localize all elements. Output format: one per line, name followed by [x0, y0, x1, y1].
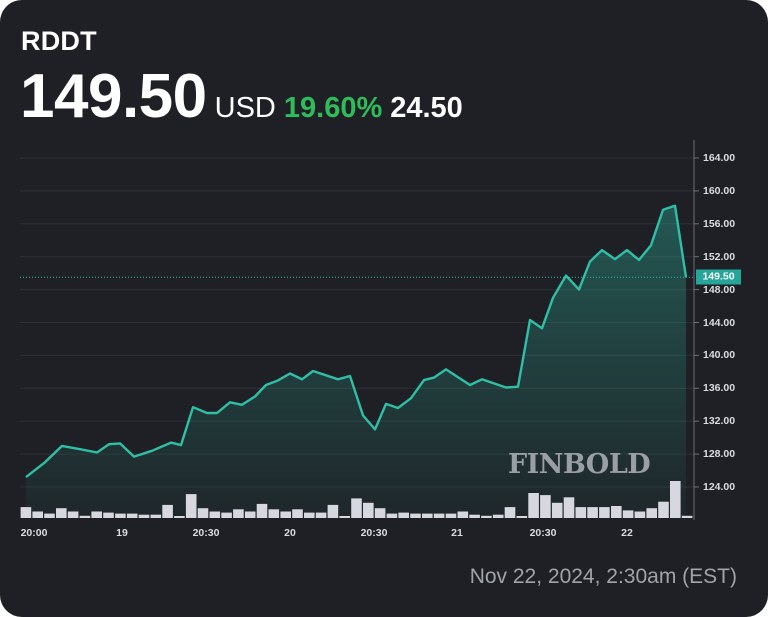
- volume-bar: [528, 493, 539, 518]
- y-axis-tick-label: 160.00: [703, 184, 736, 197]
- price-row: 149.50 USD 19.60% 24.50: [20, 66, 463, 128]
- x-axis-tick-label: 22: [621, 527, 633, 539]
- volume-bar: [20, 507, 32, 518]
- volume-bar: [221, 512, 232, 518]
- x-axis-tick-label: 20:30: [192, 527, 220, 539]
- x-axis-tick-label: 20:30: [360, 527, 388, 539]
- volume-bar: [197, 508, 209, 518]
- volume-bar: [304, 512, 315, 518]
- volume-bar: [67, 511, 79, 518]
- volume-bar: [126, 513, 138, 518]
- volume-bar: [56, 508, 67, 518]
- volume-bar: [445, 513, 457, 518]
- volume-bar: [469, 514, 480, 518]
- volume-bar: [150, 514, 162, 518]
- volume-bar: [268, 509, 280, 518]
- volume-bar: [587, 507, 598, 518]
- volume-bar: [339, 516, 350, 518]
- volume-bar: [433, 513, 445, 518]
- y-axis-tick-label: 148.00: [703, 283, 736, 296]
- volume-bar: [351, 498, 362, 518]
- x-axis-tick-label: 20:30: [529, 527, 557, 539]
- volume-bar: [611, 506, 622, 518]
- y-axis-tick-label: 152.00: [703, 250, 736, 263]
- change-value: 24.50: [390, 92, 463, 124]
- y-axis-tick-label: 140.00: [703, 349, 736, 362]
- volume-bar: [115, 513, 126, 518]
- y-axis-tick-label: 132.00: [703, 415, 736, 428]
- volume-bar: [374, 508, 386, 518]
- volume-bar: [174, 516, 185, 518]
- volume-bar: [363, 502, 374, 518]
- volume-bar: [256, 503, 268, 518]
- finbold-watermark: FINBOLD: [508, 449, 651, 480]
- y-axis-tick-label: 144.00: [703, 316, 736, 329]
- volume-bar: [244, 511, 256, 518]
- current-price-tag: 149.50: [696, 269, 741, 285]
- volume-bar: [670, 481, 681, 518]
- volume-bar: [646, 508, 657, 518]
- volume-bar: [79, 515, 91, 518]
- chart-canvas: [20, 140, 699, 520]
- y-axis-tick-label: 164.00: [703, 152, 736, 164]
- price-chart: FINBOLD 164.00 160.00 156.00 152.00 148.00 14…: [0, 140, 768, 550]
- ticker-symbol: RDDT: [21, 26, 97, 56]
- x-axis-tick-label: 20:00: [20, 527, 48, 539]
- volume-bar: [540, 495, 551, 518]
- y-axis-tick-label: 124.00: [703, 481, 736, 493]
- volume-bar: [681, 515, 693, 518]
- volume-bar: [386, 513, 398, 518]
- volume-bar: [457, 511, 469, 518]
- volume-bar: [551, 502, 563, 518]
- volume-bar: [292, 509, 303, 518]
- volume-bar: [209, 511, 221, 518]
- volume-bar: [422, 513, 433, 518]
- volume-bar: [315, 512, 327, 518]
- volume-bar: [504, 507, 516, 518]
- volume-bar: [44, 513, 55, 518]
- x-axis-tick-label: 20: [284, 527, 296, 539]
- volume-bar: [162, 504, 173, 518]
- volume-bar: [658, 501, 669, 518]
- volume-bar: [410, 513, 421, 518]
- volume-bar: [233, 509, 244, 518]
- volume-bar: [516, 516, 528, 518]
- volume-bar: [91, 511, 102, 518]
- volume-bar: [103, 512, 114, 518]
- y-axis-tick-label: 128.00: [703, 448, 736, 461]
- y-axis-tick-label: 156.00: [703, 217, 736, 230]
- volume-bar: [481, 515, 492, 518]
- x-axis-tick-label: 21: [451, 527, 463, 539]
- volume-bar: [575, 507, 587, 518]
- volume-bar: [492, 514, 504, 518]
- change-percent: 19.60%: [283, 92, 383, 124]
- price-area: [26, 205, 686, 518]
- volume-bar: [563, 497, 575, 518]
- y-axis-tick-label: 136.00: [703, 382, 736, 395]
- price-line: [25, 204, 688, 479]
- volume-bar: [138, 514, 150, 518]
- volume-bar: [622, 510, 634, 518]
- x-axis-tick-label: 19: [116, 527, 128, 539]
- current-price: 149.50: [20, 62, 207, 131]
- volume-bar: [634, 511, 646, 518]
- timestamp: Nov 22, 2024, 2:30am (EST): [469, 565, 737, 588]
- volume-bar: [280, 511, 291, 518]
- volume-bar: [327, 504, 339, 518]
- volume-bar: [185, 494, 197, 518]
- volume-bar: [599, 507, 610, 518]
- volume-bar: [32, 511, 43, 518]
- volume-bar: [398, 512, 409, 518]
- currency-label: USD: [214, 92, 276, 124]
